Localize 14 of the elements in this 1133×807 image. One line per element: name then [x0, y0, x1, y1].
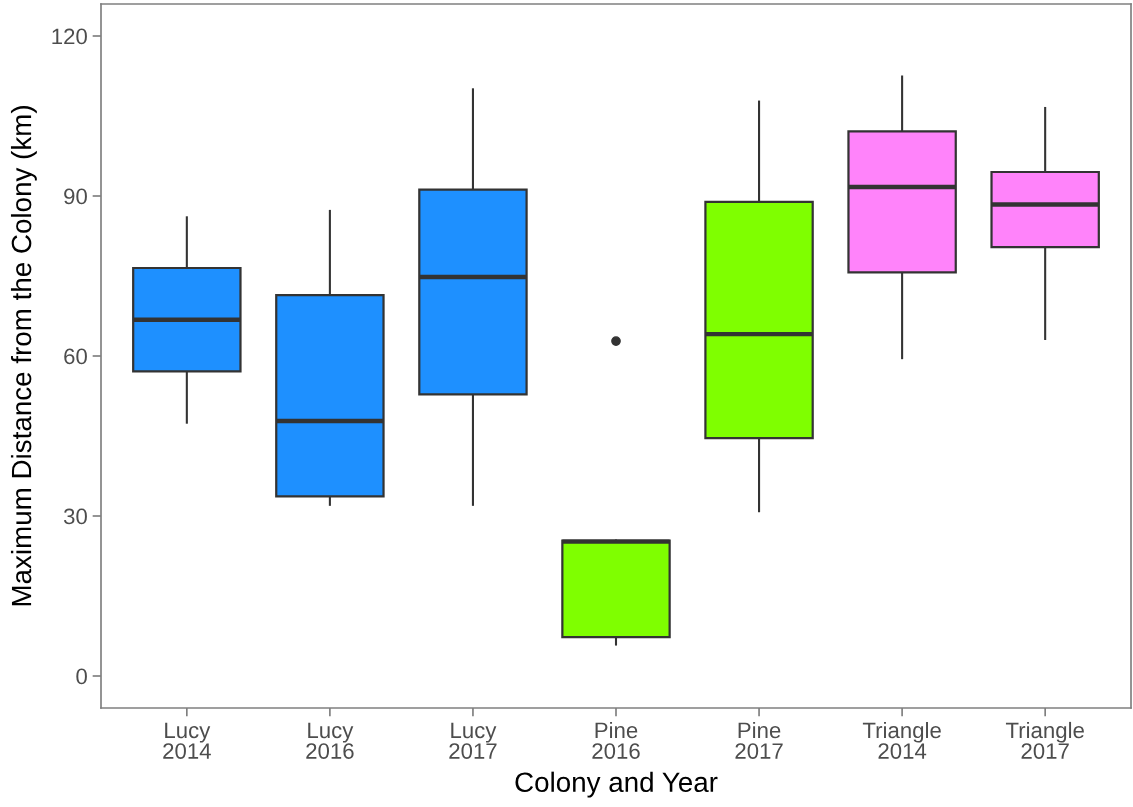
- y-tick-label: 60: [64, 348, 87, 365]
- x-tick-label: Lucy 2014: [163, 722, 211, 759]
- x-tick-label: Triangle 2017: [1005, 721, 1084, 759]
- x-tick-label: Lucy 2017: [449, 722, 497, 759]
- x-axis-title: Colony and Year: [515, 771, 718, 798]
- y-tick-label: 30: [63, 508, 87, 525]
- x-tick-label: Pine 2017: [735, 721, 783, 759]
- y-tick-label: 90: [64, 188, 87, 205]
- x-tick-label: Triangle 2014: [862, 721, 941, 759]
- x-tick-label: Lucy 2016: [306, 722, 354, 759]
- y-axis-title: Maximum Distance from the Colony (km): [10, 106, 37, 606]
- y-tick-label: 0: [76, 668, 87, 685]
- x-tick-label: Pine 2016: [592, 721, 640, 759]
- y-tick-label: 120: [52, 28, 87, 45]
